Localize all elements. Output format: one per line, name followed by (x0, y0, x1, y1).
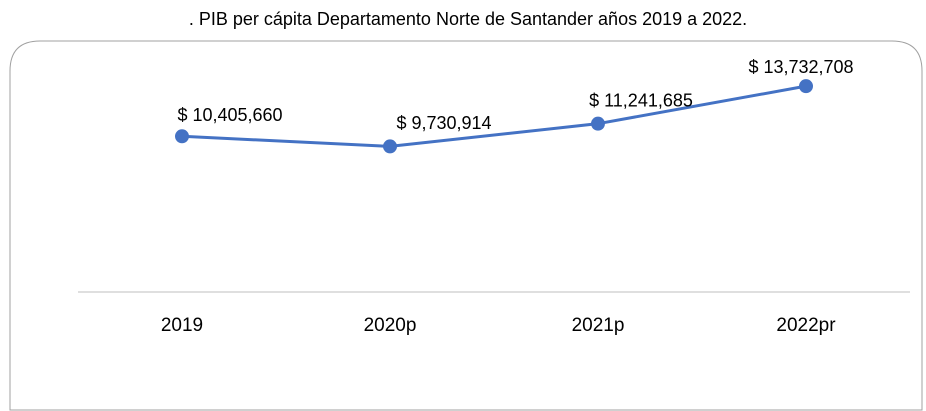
data-label: $ 13,732,708 (748, 57, 853, 77)
point (591, 116, 605, 131)
x-tick-label: 2019 (161, 315, 203, 336)
chart-frame (9, 40, 923, 411)
line (181, 84, 807, 148)
point (175, 129, 189, 144)
x-tick-label: 2021p (572, 315, 625, 336)
point (799, 79, 813, 94)
data-label: $ 10,405,660 (177, 105, 282, 125)
point (383, 139, 397, 154)
data-label: $ 9,730,914 (396, 113, 491, 133)
x-tick-label: 2020p (364, 315, 417, 336)
data-label: $ 11,241,685 (589, 90, 693, 110)
chart-title: . PIB per cápita Departamento Norte de S… (189, 9, 747, 29)
x-tick-label: 2022pr (776, 315, 836, 336)
